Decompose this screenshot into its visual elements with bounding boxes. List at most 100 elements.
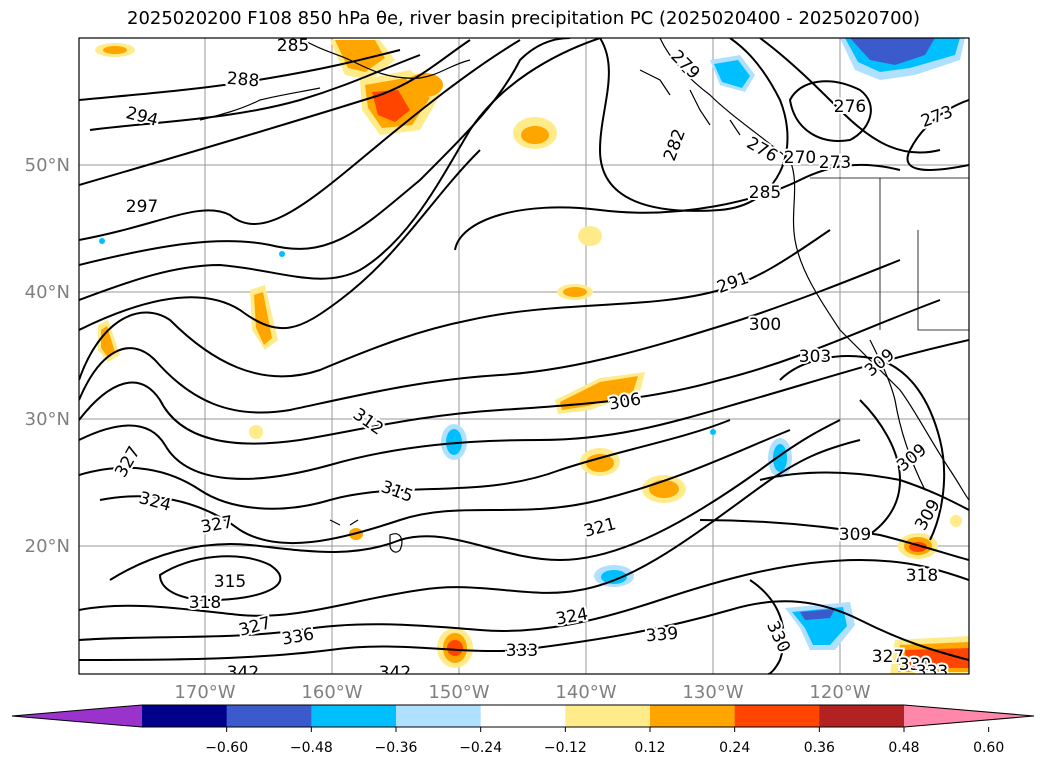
- colorbar-tick-label: 0.48: [888, 740, 919, 756]
- contour-line: [454, 163, 901, 251]
- colorbar-tick-label: −0.48: [290, 740, 333, 756]
- colorbar-segment: [226, 705, 312, 727]
- contour-line: [749, 579, 785, 674]
- colorbar-segment: [480, 705, 566, 727]
- contour-label: 342: [227, 663, 259, 683]
- colorbar-segment: [734, 705, 820, 727]
- precip-patch-positive: [649, 480, 679, 498]
- contour-line: [79, 149, 481, 331]
- coastline-hawaii: [329, 519, 403, 553]
- precip-patch-positive: [563, 287, 587, 297]
- coastline-alaska: [299, 38, 471, 79]
- graticule: [79, 38, 969, 674]
- contour-label: 309: [839, 525, 871, 545]
- precip-patch-negative: [773, 444, 787, 472]
- colorbar-segment: [819, 705, 905, 727]
- colorbar-extend-low: [12, 705, 142, 727]
- precip-patch-negative: [279, 251, 285, 257]
- contour-label: 300: [749, 315, 781, 335]
- contour-label: 333: [916, 662, 948, 682]
- precip-patch-negative: [99, 238, 105, 244]
- coastline-north-america: [659, 38, 969, 501]
- precip-patch-positive: [586, 454, 614, 472]
- lon-label-150w: 150°W: [428, 682, 489, 703]
- contour-line: [759, 38, 941, 154]
- coastlines: [199, 38, 969, 553]
- lat-label-50n: 50°N: [25, 155, 70, 176]
- precip-patch-negative: [714, 60, 750, 88]
- coastline-aleutians: [199, 87, 321, 121]
- colorbar-segment: [311, 705, 397, 727]
- contour-label: 318: [189, 593, 221, 613]
- contour-line: [79, 419, 731, 510]
- lon-label-170w: 170°W: [174, 682, 235, 703]
- precip-patch-positive: [372, 90, 410, 122]
- contour-line: [79, 558, 969, 641]
- contour-line: [598, 38, 789, 212]
- contour-line: [158, 555, 282, 602]
- contour-label: 342: [379, 663, 411, 683]
- contour-line: [79, 38, 571, 266]
- coastline-baja: [869, 339, 926, 491]
- colorbar-tick-label: −0.12: [544, 740, 587, 756]
- contour-line: [79, 39, 471, 186]
- colorbar-tick-label: 0.60: [973, 740, 1004, 756]
- colorbar-tick-labels: −0.60 −0.48 −0.36 −0.24 −0.12 0.12 0.24 0.36 0.4…: [205, 727, 1004, 756]
- contour-label: 339: [645, 624, 679, 647]
- political-borders: [810, 177, 969, 331]
- contour-line: [89, 54, 421, 131]
- colorbar: −0.60 −0.48 −0.36 −0.24 −0.12 0.12 0.24 0.36 0.4…: [11, 704, 1035, 756]
- colorbar-tick-label: −0.36: [375, 740, 418, 756]
- contour-label: 318: [906, 566, 938, 586]
- contour-label: 273: [819, 153, 851, 173]
- contour-label: 306: [607, 389, 642, 414]
- colorbar-tick-label: −0.24: [459, 740, 502, 756]
- lat-axis-labels: 50°N 40°N 30°N 20°N: [25, 155, 70, 557]
- precip-patch-positive: [407, 73, 443, 97]
- contour-label: 297: [126, 197, 158, 217]
- coastline-islands: [639, 69, 741, 136]
- contour-line: [699, 519, 969, 561]
- precip-patch-positive: [950, 515, 962, 527]
- colorbar-outline: [11, 704, 1035, 728]
- lat-label-20n: 20°N: [25, 536, 70, 557]
- colorbar-tick-label: 0.24: [719, 740, 750, 756]
- precip-patch-positive: [249, 425, 263, 439]
- lon-label-120w: 120°W: [809, 682, 870, 703]
- contour-label: 276: [834, 97, 866, 117]
- precip-patch-negative: [601, 570, 627, 584]
- lat-label-40n: 40°N: [25, 282, 70, 303]
- precip-patch-positive: [905, 648, 969, 668]
- map-title: 2025020200 F108 850 hPa θe, river basin …: [127, 8, 920, 29]
- precip-patch-positive: [578, 226, 602, 246]
- lon-label-160w: 160°W: [301, 682, 362, 703]
- contour-line: [79, 259, 901, 414]
- precip-patch-negative: [446, 429, 462, 455]
- contour-line: [788, 80, 872, 142]
- contour-line: [99, 429, 791, 545]
- colorbar-tick-label: 0.12: [634, 740, 665, 756]
- contour-label: 327: [872, 647, 904, 667]
- colorbar-segments: [142, 705, 905, 727]
- contour-label: 330: [899, 655, 931, 675]
- contour-line: [79, 229, 831, 381]
- precip-patch-negative: [710, 429, 716, 435]
- precip-patch-positive: [560, 376, 638, 410]
- map-frame: [78, 37, 970, 675]
- contour-label: 315: [214, 572, 246, 592]
- lat-label-30n: 30°N: [25, 409, 70, 430]
- precip-patch-positive: [447, 640, 463, 656]
- colorbar-extend-high: [904, 705, 1034, 727]
- contour-line: [79, 299, 941, 445]
- colorbar-tick-label: 0.36: [804, 740, 835, 756]
- contour-label: 333: [506, 641, 538, 661]
- lon-label-140w: 140°W: [555, 682, 616, 703]
- contour-label: 285: [277, 36, 309, 56]
- precip-patch-negative: [800, 609, 835, 620]
- precip-patch-negative: [850, 38, 935, 65]
- contour-line: [759, 471, 969, 511]
- theta-e-contours: [79, 38, 969, 674]
- precip-patch-positive: [254, 292, 272, 345]
- contour-line: [79, 600, 969, 661]
